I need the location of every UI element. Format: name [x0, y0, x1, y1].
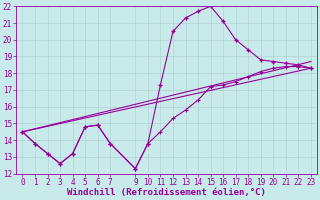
- X-axis label: Windchill (Refroidissement éolien,°C): Windchill (Refroidissement éolien,°C): [67, 188, 266, 197]
